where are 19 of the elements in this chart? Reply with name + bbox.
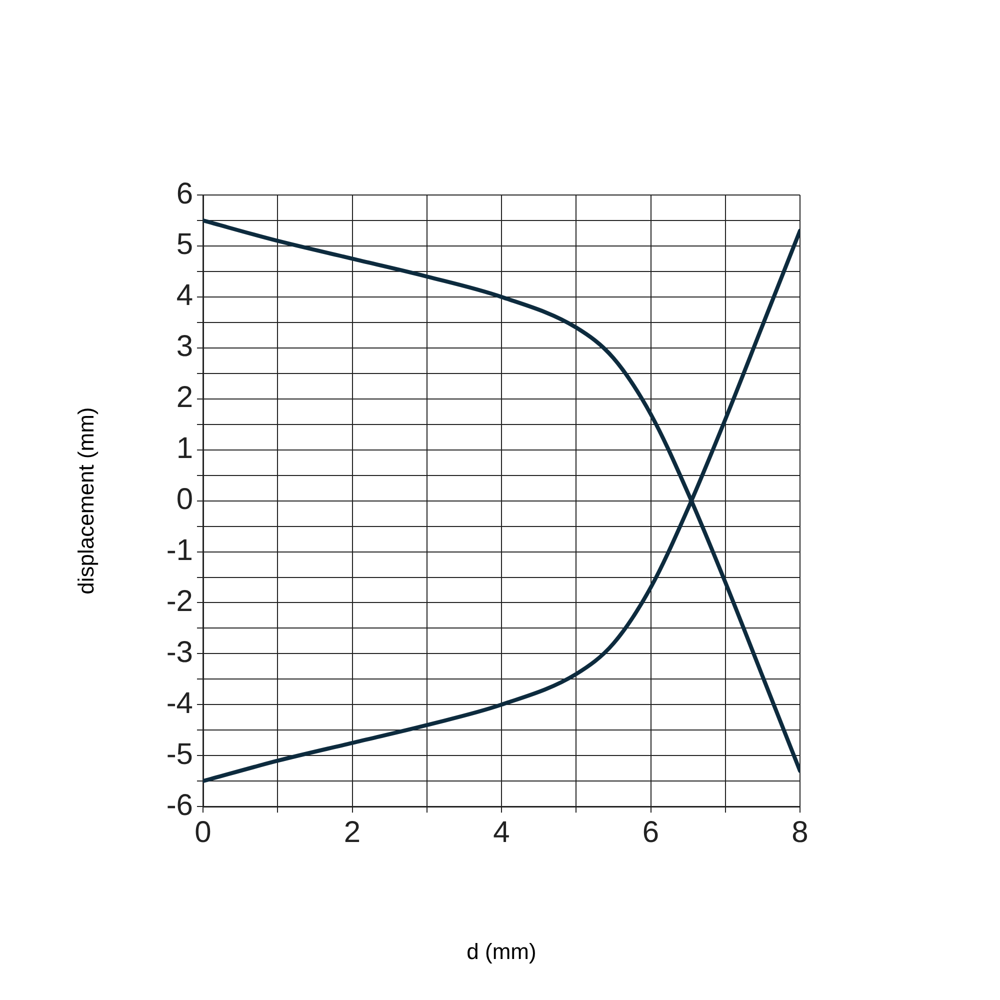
y-tick-label: 2	[176, 381, 193, 414]
x-tick-label: 4	[493, 816, 510, 849]
y-tick-label: -2	[166, 585, 193, 618]
y-tick-label: -6	[166, 788, 193, 822]
y-tick-label: 0	[176, 483, 193, 516]
y-tick-label: -5	[166, 738, 193, 771]
y-tick-label: -3	[166, 636, 193, 669]
y-tick-label: -1	[166, 534, 193, 568]
y-tick-label: 5	[176, 228, 193, 262]
y-tick-label: -4	[166, 686, 193, 720]
y-tick-label: 6	[176, 177, 193, 210]
y-tick-label: 1	[176, 432, 193, 466]
x-tick-label: 2	[344, 816, 361, 849]
x-tick-label: 6	[642, 816, 660, 849]
y-tick-label: 3	[176, 330, 193, 364]
y-axis-title: displacement (mm)	[73, 407, 98, 594]
x-tick-label: 8	[792, 816, 808, 849]
y-tick-label: 4	[176, 279, 193, 312]
x-axis-title: d (mm)	[466, 938, 536, 964]
